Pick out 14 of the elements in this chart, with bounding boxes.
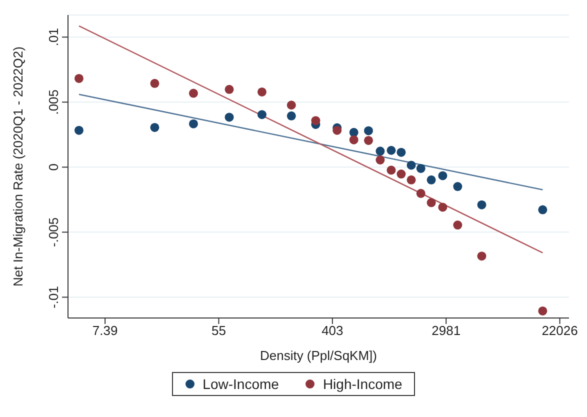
x-tick-label: 2981 (432, 323, 461, 338)
y-tick-label: -.01 (46, 286, 61, 308)
legend-label: Low-Income (202, 376, 279, 392)
y-tick-label: .005 (46, 89, 61, 115)
x-tick-label: 403 (322, 323, 344, 338)
x-tick-label: 7.39 (92, 323, 118, 338)
y-tick-label: -.005 (46, 217, 61, 247)
y-tick-label: 0 (46, 164, 61, 171)
x-tick-label: 22026 (542, 323, 578, 338)
legend-label: High-Income (322, 376, 402, 392)
x-axis-title: Density (Ppl/SqKM]) (260, 348, 378, 363)
y-tick-label: .01 (46, 28, 61, 46)
y-axis-title: Net In-Migration Rate (2020Q1 - 2022Q2) (10, 46, 26, 286)
x-tick-label: 55 (212, 323, 226, 338)
